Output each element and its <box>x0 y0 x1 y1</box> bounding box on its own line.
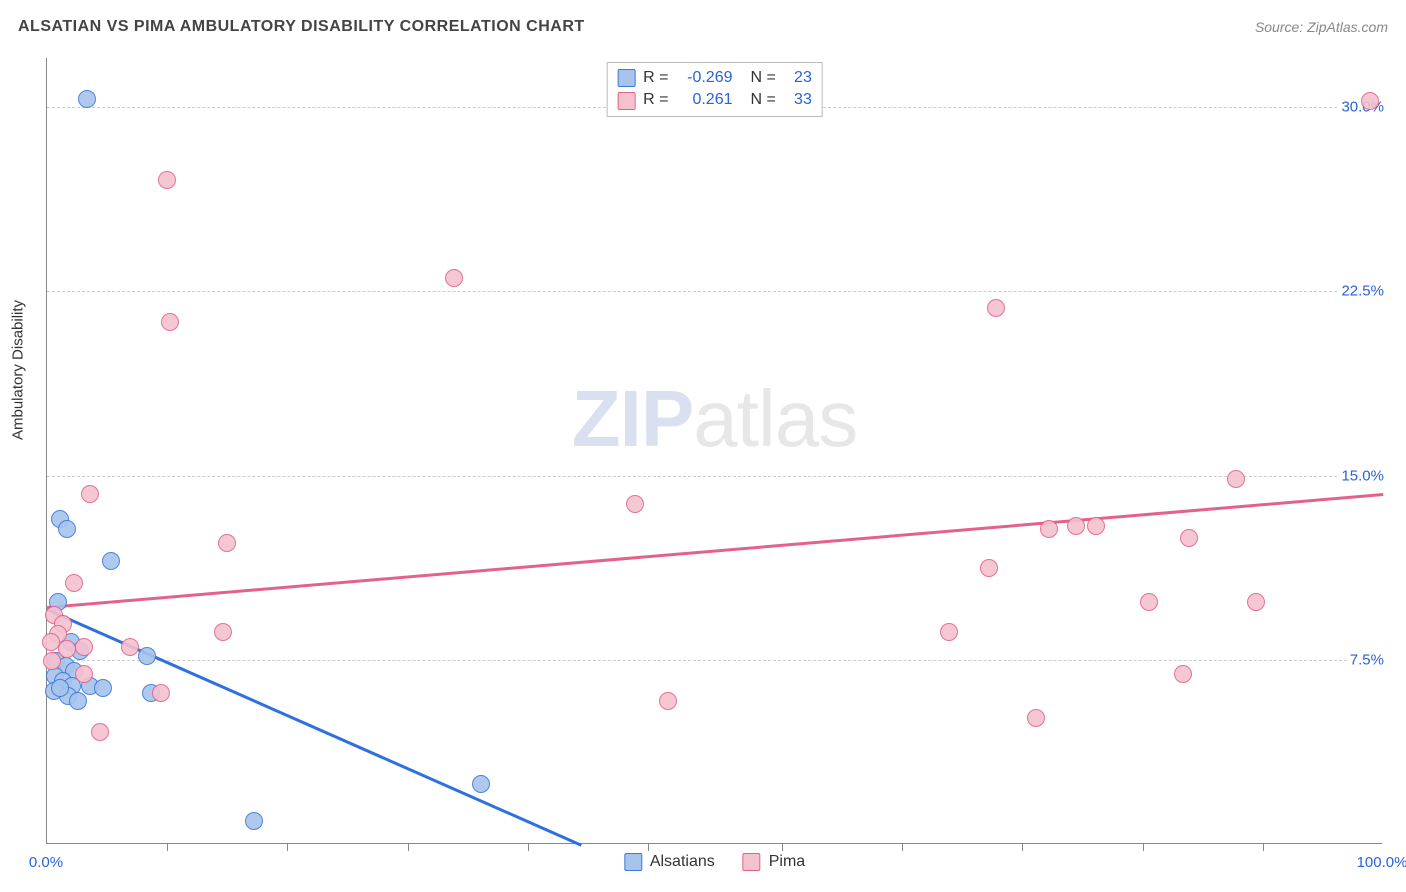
data-point-pima <box>81 485 99 503</box>
n-value: 23 <box>784 67 812 89</box>
data-point-pima <box>218 534 236 552</box>
data-point-alsatians <box>78 90 96 108</box>
data-point-pima <box>987 299 1005 317</box>
data-point-pima <box>940 623 958 641</box>
data-point-pima <box>214 623 232 641</box>
x-tick <box>648 843 649 851</box>
data-point-pima <box>121 638 139 656</box>
y-tick-label: 15.0% <box>1339 467 1386 484</box>
data-point-pima <box>626 495 644 513</box>
x-tick-label: 100.0% <box>1357 854 1406 871</box>
data-point-alsatians <box>472 775 490 793</box>
x-tick <box>782 843 783 851</box>
y-tick-label: 7.5% <box>1348 651 1386 668</box>
data-point-pima <box>43 652 61 670</box>
trendline-pima <box>47 493 1383 609</box>
chart-header: ALSATIAN VS PIMA AMBULATORY DISABILITY C… <box>18 18 1388 36</box>
stats-legend: R = -0.269 N = 23 R = 0.261 N = 33 <box>606 62 823 117</box>
data-point-pima <box>1040 520 1058 538</box>
x-tick <box>1143 843 1144 851</box>
r-value: 0.261 <box>677 89 733 111</box>
data-point-alsatians <box>51 679 69 697</box>
data-point-pima <box>91 723 109 741</box>
bottom-legend: Alsatians Pima <box>624 853 805 871</box>
legend-swatch <box>624 853 642 871</box>
data-point-pima <box>1247 593 1265 611</box>
legend-item-alsatians: Alsatians <box>624 853 715 871</box>
x-tick <box>902 843 903 851</box>
watermark: ZIPatlas <box>572 373 857 465</box>
data-point-pima <box>65 574 83 592</box>
x-tick-label: 0.0% <box>29 854 63 871</box>
data-point-alsatians <box>245 812 263 830</box>
data-point-alsatians <box>138 647 156 665</box>
x-tick <box>287 843 288 851</box>
data-point-alsatians <box>94 679 112 697</box>
data-point-pima <box>659 692 677 710</box>
x-tick <box>167 843 168 851</box>
data-point-pima <box>158 171 176 189</box>
plot-area: ZIPatlas R =-0.269N =23R =0.261N =33 7.5… <box>46 58 1382 844</box>
data-point-pima <box>1174 665 1192 683</box>
legend-swatch <box>617 69 635 87</box>
data-point-pima <box>161 313 179 331</box>
gridline <box>47 291 1382 292</box>
legend-item-pima: Pima <box>743 853 805 871</box>
data-point-pima <box>1140 593 1158 611</box>
data-point-alsatians <box>69 692 87 710</box>
data-point-pima <box>1087 517 1105 535</box>
chart-title: ALSATIAN VS PIMA AMBULATORY DISABILITY C… <box>18 18 585 36</box>
legend-swatch <box>743 853 761 871</box>
x-tick <box>408 843 409 851</box>
data-point-pima <box>75 638 93 656</box>
r-label: R = <box>643 89 668 111</box>
legend-label: Alsatians <box>650 853 715 871</box>
x-tick <box>528 843 529 851</box>
legend-label: Pima <box>769 853 805 871</box>
data-point-pima <box>1067 517 1085 535</box>
data-point-alsatians <box>102 552 120 570</box>
data-point-alsatians <box>58 520 76 538</box>
data-point-pima <box>1180 529 1198 547</box>
y-tick-label: 22.5% <box>1339 283 1386 300</box>
data-point-pima <box>152 684 170 702</box>
data-point-pima <box>1027 709 1045 727</box>
y-axis-label: Ambulatory Disability <box>10 300 27 440</box>
data-point-pima <box>980 559 998 577</box>
gridline <box>47 660 1382 661</box>
x-tick <box>1263 843 1264 851</box>
legend-swatch <box>617 92 635 110</box>
gridline <box>47 476 1382 477</box>
n-value: 33 <box>784 89 812 111</box>
x-tick <box>1022 843 1023 851</box>
data-point-pima <box>75 665 93 683</box>
data-point-pima <box>1227 470 1245 488</box>
data-point-pima <box>1361 92 1379 110</box>
r-label: R = <box>643 67 668 89</box>
source-attribution: Source: ZipAtlas.com <box>1255 19 1388 35</box>
stats-row-alsatians: R = -0.269 N = 23 <box>617 67 812 89</box>
stats-row-pima: R = 0.261 N = 33 <box>617 89 812 111</box>
data-point-pima <box>58 640 76 658</box>
data-point-pima <box>445 269 463 287</box>
n-label: N = <box>751 89 776 111</box>
r-value: -0.269 <box>677 67 733 89</box>
n-label: N = <box>751 67 776 89</box>
